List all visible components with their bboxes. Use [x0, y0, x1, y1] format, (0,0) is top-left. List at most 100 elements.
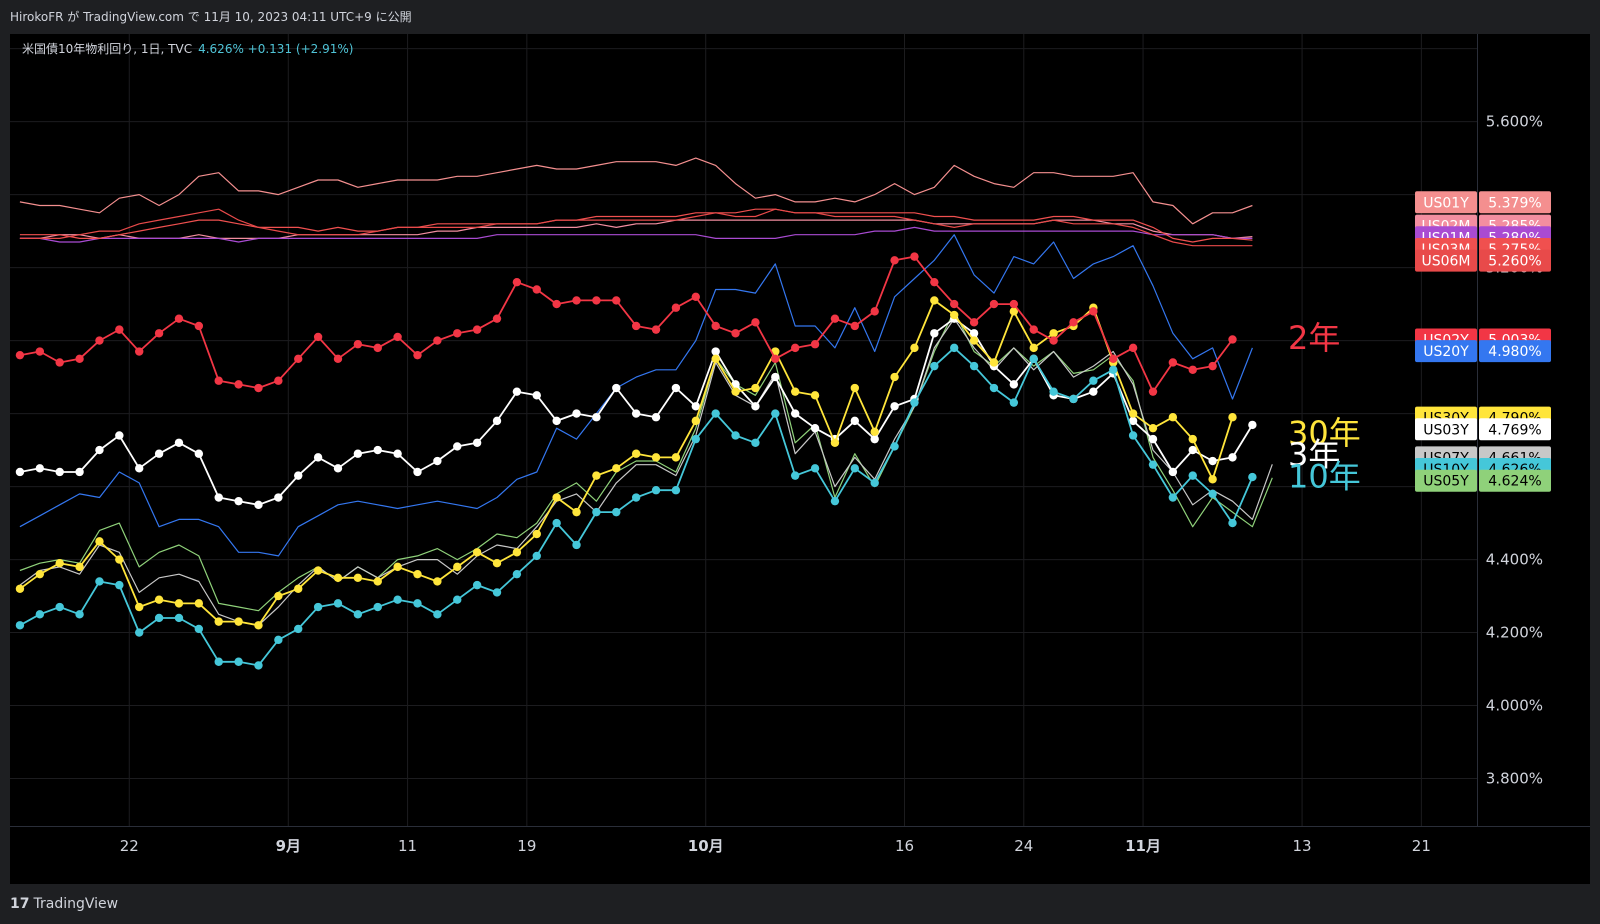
data-point — [969, 336, 979, 345]
series-line — [19, 346, 1254, 667]
data-point — [135, 347, 144, 356]
data-point — [433, 456, 442, 466]
data-point — [234, 380, 243, 389]
data-point — [1188, 445, 1197, 455]
data-point — [989, 358, 999, 367]
data-point — [353, 340, 363, 349]
data-point — [194, 624, 204, 634]
data-point — [492, 559, 502, 568]
data-point — [1208, 475, 1217, 484]
series-line — [19, 299, 1234, 627]
data-point — [731, 380, 740, 389]
x-tick-label: 9月 — [276, 837, 301, 855]
data-point — [254, 500, 263, 510]
data-point — [333, 354, 343, 364]
data-point — [1029, 325, 1038, 334]
price-tag-symbol-bg — [1415, 469, 1477, 492]
data-point — [552, 299, 561, 309]
data-point — [254, 383, 263, 393]
chart-legend[interactable]: 米国債10年物利回り, 1日, TVC 4.626% +0.131 (+2.91%… — [22, 40, 353, 57]
yield-chart[interactable]: 3.800%4.000%4.200%4.400%5.200%5.600%229月… — [10, 34, 1590, 884]
price-tag-symbol-bg — [1415, 340, 1477, 363]
data-point — [373, 445, 382, 455]
data-point — [35, 610, 45, 619]
data-point — [572, 540, 581, 550]
data-point — [35, 464, 45, 473]
data-point — [453, 595, 462, 604]
data-point — [870, 427, 879, 437]
data-point — [552, 518, 561, 528]
data-point — [1089, 387, 1098, 396]
data-point — [1208, 489, 1217, 499]
data-point — [75, 610, 84, 619]
x-tick-label: 19 — [517, 837, 536, 855]
data-point — [1208, 456, 1217, 466]
data-point — [1228, 413, 1237, 422]
series-line — [19, 310, 1273, 612]
data-point — [532, 551, 541, 561]
price-tag-value-bg — [1479, 340, 1551, 363]
data-point — [333, 599, 343, 608]
x-tick-label: 13 — [1293, 837, 1312, 855]
data-point — [115, 431, 124, 440]
data-point — [433, 610, 442, 619]
data-point — [154, 329, 164, 338]
chart-panel[interactable]: 3.800%4.000%4.200%4.400%5.200%5.600%229月… — [10, 34, 1590, 884]
price-tag-value-bg — [1479, 249, 1551, 272]
data-point — [194, 321, 204, 331]
data-point — [1208, 361, 1217, 371]
data-point — [55, 467, 64, 477]
data-point — [472, 548, 482, 557]
price-tag-value: 4.769% — [1488, 422, 1541, 438]
data-point — [711, 354, 720, 364]
data-point — [850, 464, 860, 473]
data-point — [612, 507, 621, 517]
data-point — [55, 358, 64, 367]
data-point — [790, 387, 800, 396]
data-point — [989, 383, 999, 393]
data-point — [313, 602, 323, 612]
data-point — [413, 467, 422, 477]
data-point — [15, 350, 25, 360]
data-point — [751, 383, 760, 393]
data-point — [512, 277, 522, 287]
data-point — [950, 310, 959, 320]
data-point — [472, 438, 482, 447]
data-point — [373, 602, 382, 612]
data-point — [771, 354, 780, 364]
data-point — [790, 409, 800, 418]
data-point — [810, 423, 820, 433]
price-tag-symbol-bg — [1415, 249, 1477, 272]
data-point — [15, 584, 25, 593]
data-point — [472, 580, 482, 590]
price-tag-value-bg — [1479, 418, 1551, 441]
data-point — [214, 376, 223, 385]
footer-branding[interactable]: 17 TradingView — [10, 884, 118, 924]
data-point — [1168, 358, 1178, 367]
data-point — [671, 383, 681, 393]
data-point — [353, 610, 363, 619]
data-point — [969, 361, 979, 371]
data-point — [731, 387, 740, 396]
data-point — [711, 409, 720, 418]
data-point — [75, 467, 84, 477]
data-point — [234, 496, 243, 506]
series-us03m — [19, 208, 1253, 243]
data-point — [254, 661, 263, 670]
data-point — [1128, 343, 1138, 353]
data-point — [55, 559, 64, 568]
data-point — [1168, 467, 1178, 477]
data-point — [55, 602, 64, 612]
data-point — [353, 449, 363, 458]
price-tag-symbol: US20Y — [1423, 344, 1469, 360]
series-line — [19, 234, 1253, 557]
x-tick-label: 22 — [120, 837, 139, 855]
data-point — [552, 493, 561, 502]
data-point — [612, 383, 621, 393]
data-point — [572, 296, 581, 305]
data-point — [671, 453, 681, 462]
publish-info: HirokoFR が TradingView.com で 11月 10, 202… — [10, 10, 412, 24]
data-point — [15, 621, 25, 630]
data-point — [691, 416, 700, 426]
price-tag-symbol-bg — [1415, 418, 1477, 441]
